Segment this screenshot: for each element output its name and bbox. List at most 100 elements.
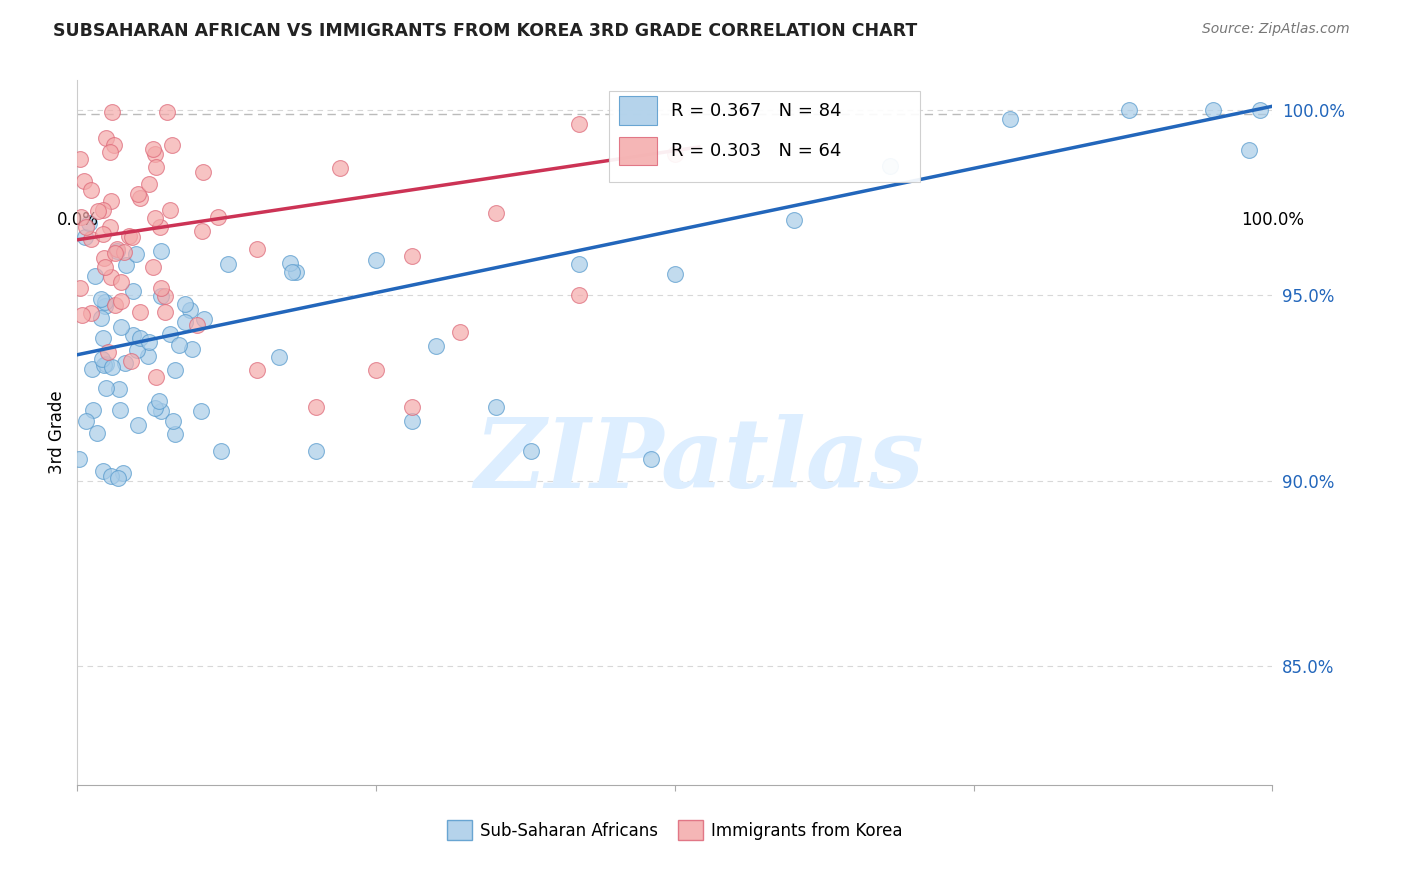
Point: [156, 104, 179, 119]
Point: [246, 243, 269, 257]
Point: [94, 260, 117, 274]
Point: [998, 112, 1021, 126]
Point: [94, 358, 117, 372]
Point: [149, 219, 172, 234]
Point: [280, 256, 302, 270]
Point: [110, 320, 132, 334]
Text: ZIPatlas: ZIPatlas: [474, 414, 924, 508]
Point: [69, 153, 91, 167]
Point: [174, 315, 197, 329]
Point: [190, 403, 212, 417]
Point: [305, 444, 328, 458]
Point: [73, 230, 96, 244]
Point: [136, 349, 159, 363]
Point: [568, 257, 591, 271]
Point: [94, 131, 117, 145]
Point: [75, 219, 97, 234]
Y-axis label: 3rd Grade: 3rd Grade: [48, 391, 66, 475]
Point: [120, 354, 142, 368]
Point: [1201, 103, 1223, 117]
Point: [425, 338, 447, 352]
Point: [93, 202, 115, 217]
Point: [138, 177, 160, 191]
Point: [162, 415, 184, 429]
Point: [305, 400, 328, 414]
Point: [174, 297, 197, 311]
Point: [366, 253, 388, 268]
Point: [112, 245, 135, 260]
Point: [1237, 143, 1260, 157]
Point: [281, 265, 304, 279]
Point: [121, 284, 143, 298]
Text: 0.0%: 0.0%: [56, 211, 98, 229]
Point: [568, 117, 591, 131]
Point: [640, 451, 662, 466]
Point: [401, 415, 423, 429]
Point: [80, 183, 103, 197]
Point: [664, 146, 686, 161]
Point: [83, 268, 105, 283]
Point: [100, 468, 122, 483]
Point: [143, 146, 166, 161]
Text: 100.0%: 100.0%: [1241, 211, 1303, 229]
Point: [568, 288, 591, 302]
Point: [79, 306, 101, 320]
Point: [70, 308, 93, 322]
Point: [129, 191, 152, 205]
Point: [267, 350, 290, 364]
Point: [110, 403, 132, 417]
Point: [520, 444, 543, 458]
Point: [167, 337, 190, 351]
Point: [179, 303, 201, 318]
Point: [127, 417, 149, 432]
Point: [114, 356, 136, 370]
Point: [191, 224, 214, 238]
Point: [128, 305, 150, 319]
Point: [449, 326, 471, 340]
Point: [93, 227, 115, 242]
Point: [127, 186, 149, 201]
Point: [401, 249, 423, 263]
Point: [153, 305, 176, 319]
FancyBboxPatch shape: [619, 96, 657, 125]
Point: [110, 275, 132, 289]
Point: [329, 161, 352, 175]
Point: [149, 244, 172, 258]
Point: [75, 414, 97, 428]
Point: [91, 331, 114, 345]
Point: [149, 289, 172, 303]
Point: [97, 345, 120, 359]
Point: [94, 294, 117, 309]
Point: [67, 451, 90, 466]
Legend: Sub-Saharan Africans, Immigrants from Korea: Sub-Saharan Africans, Immigrants from Ko…: [440, 814, 910, 847]
Text: SUBSAHARAN AFRICAN VS IMMIGRANTS FROM KOREA 3RD GRADE CORRELATION CHART: SUBSAHARAN AFRICAN VS IMMIGRANTS FROM KO…: [53, 22, 918, 40]
Point: [366, 362, 388, 376]
Point: [101, 360, 124, 375]
Point: [193, 312, 215, 326]
Point: [150, 281, 173, 295]
Point: [165, 363, 187, 377]
Point: [153, 289, 176, 303]
Point: [100, 270, 122, 285]
Point: [91, 464, 114, 478]
Point: [246, 362, 269, 376]
Point: [118, 229, 141, 244]
Point: [122, 327, 145, 342]
Point: [138, 334, 160, 349]
Point: [110, 293, 132, 308]
Point: [783, 212, 806, 227]
Point: [484, 400, 508, 414]
Point: [107, 471, 129, 485]
FancyBboxPatch shape: [619, 136, 657, 165]
Point: [100, 194, 122, 208]
Point: [104, 298, 127, 312]
Text: R = 0.303   N = 64: R = 0.303 N = 64: [671, 143, 842, 161]
Point: [98, 219, 121, 234]
Point: [285, 265, 308, 279]
Point: [90, 292, 112, 306]
Point: [103, 137, 125, 152]
Point: [165, 427, 187, 442]
Point: [115, 258, 138, 272]
Point: [145, 160, 167, 174]
Point: [142, 260, 165, 275]
